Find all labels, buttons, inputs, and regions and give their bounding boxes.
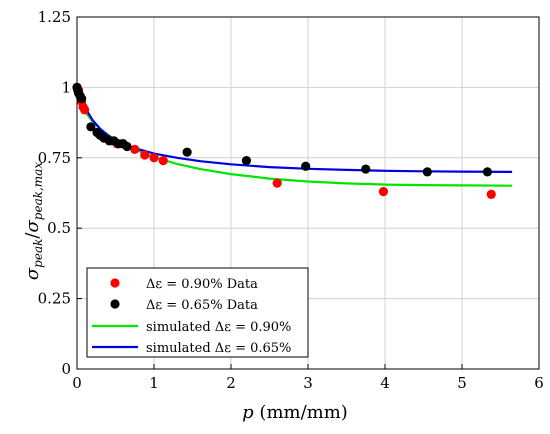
x-tick-labels: 0 1 2 3 4 5 6: [72, 374, 544, 392]
legend-box: [86, 267, 309, 358]
series-points: [72, 82, 496, 200]
y-tick-label: 1.25: [38, 8, 71, 26]
y-tick-label: 1: [61, 78, 71, 96]
data-point-series-0: [272, 178, 282, 188]
legend-swatch-0: [110, 278, 120, 288]
data-point-series-0: [149, 153, 159, 163]
x-axis-label: p (mm/mm): [242, 402, 348, 423]
data-point-series-1: [182, 147, 192, 157]
data-point-series-1: [77, 94, 87, 104]
data-point-series-1: [361, 164, 371, 174]
data-point-series-1: [241, 156, 251, 166]
data-point-series-1: [86, 122, 96, 132]
legend: Δε = 0.90% Data Δε = 0.65% Data simulated …: [86, 267, 309, 358]
legend-swatch-1: [110, 299, 120, 309]
y-tick-label: 0.25: [38, 290, 71, 308]
x-tick-label: 6: [534, 374, 544, 392]
legend-label-3: simulated Δε = 0.65%: [146, 341, 291, 356]
legend-label-2: simulated Δε = 0.90%: [146, 320, 291, 335]
data-point-series-0: [130, 144, 140, 154]
series-line-3: [75, 87, 513, 173]
data-point-series-0: [158, 156, 168, 166]
y-axis-label: σpeak/σpeak,max: [22, 162, 45, 280]
data-point-series-0: [140, 150, 150, 160]
legend-label-0: Δε = 0.90% Data: [146, 277, 258, 292]
y-tick-label: 0.5: [47, 219, 71, 237]
data-point-series-1: [482, 167, 493, 177]
series-lines: [75, 87, 513, 187]
legend-label-1: Δε = 0.65% Data: [146, 298, 258, 313]
data-point-series-1: [422, 167, 432, 177]
y-tick-labels: 0 0.25 0.5 0.75 1 1.25: [38, 8, 71, 378]
y-tick-label: 0: [61, 360, 71, 378]
x-tick-label: 4: [380, 374, 390, 392]
plot-frame: [76, 16, 540, 370]
data-point-series-1: [122, 141, 132, 152]
y-tick-label: 0.75: [38, 149, 71, 167]
x-tick-label: 2: [226, 374, 236, 392]
x-tick-label: 3: [303, 374, 313, 392]
data-point-series-0: [80, 105, 90, 115]
x-tick-label: 0: [72, 374, 82, 392]
data-point-series-0: [486, 189, 496, 200]
x-tick-label: 1: [149, 374, 159, 392]
data-point-series-1: [301, 161, 311, 171]
x-tick-label: 5: [457, 374, 467, 392]
data-point-series-0: [378, 186, 389, 197]
